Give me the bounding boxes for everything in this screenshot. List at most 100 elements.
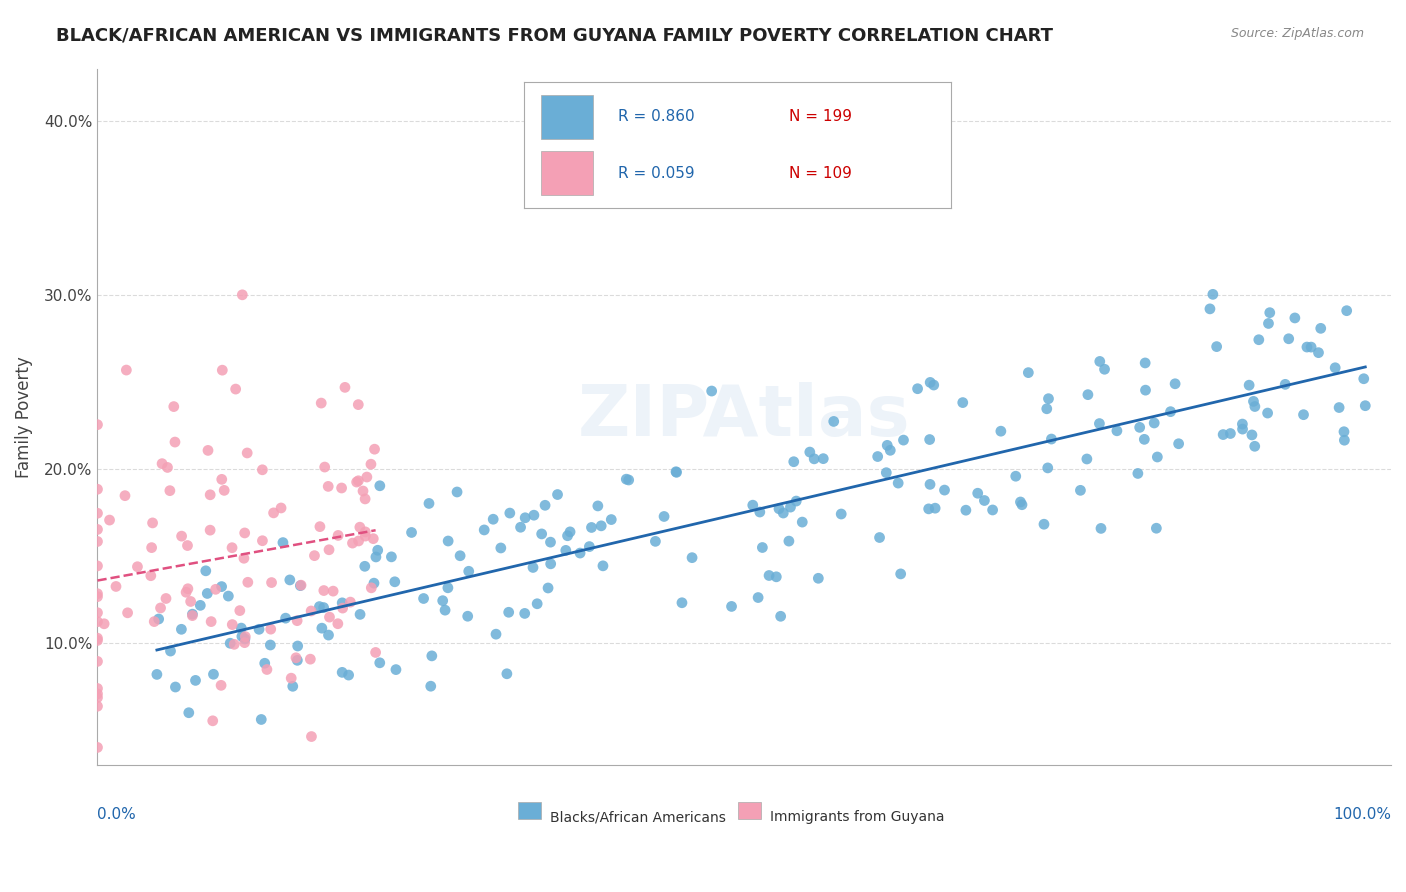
Point — [1164, 376, 1187, 391]
Point — [150, 457, 173, 471]
Point — [547, 487, 569, 501]
Point — [1257, 406, 1279, 420]
Text: ZIPAtlas: ZIPAtlas — [578, 382, 911, 451]
Point — [1036, 461, 1059, 475]
Point — [260, 575, 283, 590]
Point — [876, 438, 898, 452]
Point — [278, 573, 301, 587]
Point — [1010, 495, 1032, 509]
Point — [419, 679, 441, 693]
Point — [1247, 333, 1270, 347]
Text: Blacks/African Americans: Blacks/African Americans — [550, 810, 725, 824]
Point — [312, 583, 335, 598]
Point — [558, 524, 581, 539]
Point — [364, 645, 387, 659]
Point — [1327, 401, 1350, 415]
Point — [485, 627, 508, 641]
Point — [86, 690, 108, 705]
Point — [86, 633, 108, 648]
Point — [233, 632, 256, 646]
Point — [879, 443, 901, 458]
Point — [981, 503, 1004, 517]
Point — [557, 529, 579, 543]
Point — [437, 534, 460, 549]
Point — [1033, 517, 1056, 532]
Point — [115, 363, 138, 377]
Point — [1199, 301, 1222, 316]
Point — [221, 617, 243, 632]
Point — [86, 417, 108, 432]
Point — [127, 559, 149, 574]
Point — [665, 465, 688, 479]
FancyBboxPatch shape — [738, 802, 761, 819]
Y-axis label: Family Poverty: Family Poverty — [15, 356, 32, 477]
Point — [384, 574, 406, 589]
Point — [368, 479, 391, 493]
Point — [522, 560, 544, 574]
Point — [197, 443, 219, 458]
Point — [301, 730, 323, 744]
Point — [457, 609, 479, 624]
Point — [1133, 356, 1156, 370]
Point — [1088, 417, 1111, 431]
Point — [437, 581, 460, 595]
Point — [1135, 383, 1157, 397]
Point — [177, 582, 200, 596]
Text: Immigrants from Guyana: Immigrants from Guyana — [770, 810, 945, 824]
Point — [768, 501, 790, 516]
Point — [758, 568, 780, 582]
Point — [823, 414, 845, 428]
Point — [326, 616, 349, 631]
Point — [271, 535, 294, 549]
Point — [434, 603, 457, 617]
Text: Source: ZipAtlas.com: Source: ZipAtlas.com — [1230, 27, 1364, 40]
Point — [918, 501, 941, 516]
Point — [194, 564, 217, 578]
Text: 100.0%: 100.0% — [1333, 806, 1391, 822]
Point — [285, 614, 308, 628]
Point — [367, 543, 389, 558]
Point — [263, 506, 285, 520]
Point — [496, 666, 519, 681]
Point — [211, 363, 233, 377]
Point — [363, 442, 385, 457]
Point — [349, 607, 371, 622]
Point — [1219, 426, 1241, 441]
Point — [280, 671, 302, 685]
Point — [581, 520, 603, 534]
Point — [270, 500, 292, 515]
Point — [328, 528, 350, 542]
Point — [354, 491, 377, 506]
Point — [489, 541, 512, 555]
Point — [747, 591, 769, 605]
Point — [955, 503, 977, 517]
Point — [1243, 394, 1265, 409]
Point — [785, 494, 807, 508]
Point — [141, 541, 163, 555]
Point — [361, 532, 384, 546]
Point — [973, 493, 995, 508]
Point — [1308, 345, 1330, 359]
Point — [1040, 432, 1063, 446]
Point — [330, 481, 353, 495]
Point — [1017, 366, 1039, 380]
Point — [526, 597, 548, 611]
Text: 0.0%: 0.0% — [97, 806, 136, 822]
Point — [1309, 321, 1331, 335]
Point — [1336, 303, 1358, 318]
Point — [540, 557, 562, 571]
Point — [318, 542, 340, 557]
Point — [195, 586, 218, 600]
Point — [330, 596, 353, 610]
Point — [146, 667, 169, 681]
Point — [1167, 436, 1189, 450]
Point — [219, 636, 242, 650]
Point — [221, 541, 243, 555]
Point — [356, 470, 378, 484]
Point — [432, 593, 454, 607]
Point — [813, 451, 835, 466]
Point — [1077, 387, 1099, 401]
Text: BLACK/AFRICAN AMERICAN VS IMMIGRANTS FROM GUYANA FAMILY POVERTY CORRELATION CHAR: BLACK/AFRICAN AMERICAN VS IMMIGRANTS FRO… — [56, 27, 1053, 45]
Point — [114, 489, 136, 503]
Point — [209, 678, 232, 692]
